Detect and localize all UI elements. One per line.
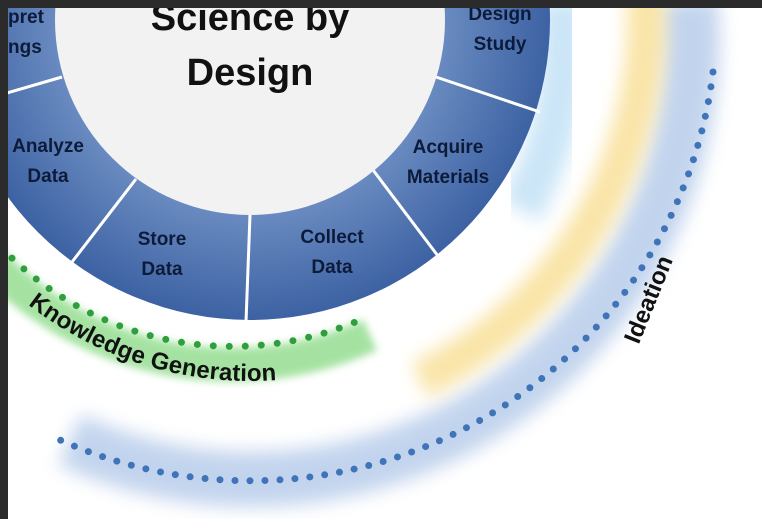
ideation-dots (56, 68, 717, 485)
segment-label: Design (468, 4, 531, 25)
segment-label: Analyze (12, 136, 84, 157)
segment-label: Collect (300, 227, 364, 248)
segment-label: Data (27, 166, 69, 187)
segment-label: Acquire (413, 137, 484, 158)
green-band (8, 254, 377, 382)
segment-label: ngs (8, 37, 42, 58)
frame-left (0, 0, 8, 519)
center-circle (55, 8, 445, 215)
center-title: Science by (151, 0, 350, 39)
segment-label: Data (311, 257, 353, 278)
blue-band (500, 8, 586, 222)
segment-label: Store (138, 229, 187, 250)
center-title: Design (187, 52, 314, 94)
segment-label: pret (8, 7, 45, 28)
segment-label: Study (474, 34, 527, 55)
yellow-band (411, 8, 666, 398)
segment-label: Materials (407, 167, 489, 188)
segment-label: Data (141, 259, 183, 280)
frame-top (0, 0, 762, 8)
dividers (8, 75, 541, 323)
